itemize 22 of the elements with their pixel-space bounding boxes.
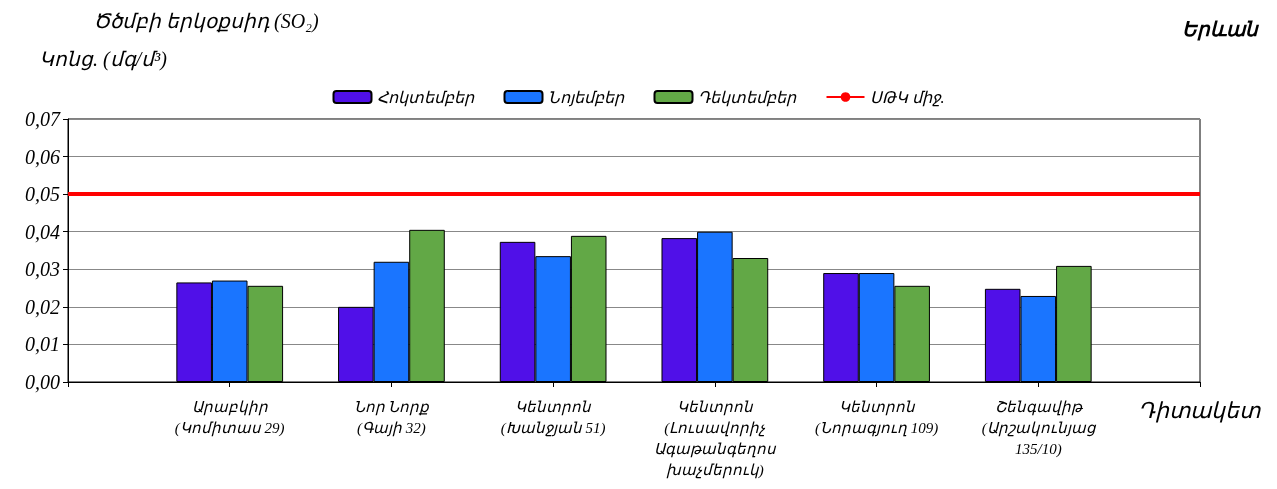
x-tick-label: Նոր Նորք (Գայի 32) xyxy=(353,398,430,437)
x-tick-label: Կենտրոն (Լուսավորիչ Ագաթանգեղոս խաչմերուկ) xyxy=(653,398,777,479)
y-tick-label: 0,06 xyxy=(25,145,60,168)
y-tick-label: 0,01 xyxy=(25,333,60,356)
x-tick-label: Շենգավիթ (Արշակունյաց 135/10) xyxy=(981,398,1097,458)
y-axis-title: Կոնց. (մգ/մ³) xyxy=(39,48,168,71)
chart-subtitle: Երևան xyxy=(1182,18,1260,41)
x-axis-title: Դիտակետ xyxy=(1138,397,1261,423)
x-tick-label: Արաբկիր (Կոմիտաս 29) xyxy=(174,398,285,437)
y-tick-label: 0,07 xyxy=(25,108,61,130)
legend-label: Հոկտեմբեր xyxy=(376,88,475,107)
y-tick-label: 0,00 xyxy=(25,371,60,393)
x-tick-label: Կենտրոն (Խանջյան 51) xyxy=(500,398,606,437)
legend-label: ՍԹԿ միջ. xyxy=(869,88,945,107)
chart-title: Ծծմբի երկօքսիդ (SO₂) xyxy=(93,10,320,33)
legend-label: Դեկտեմբեր xyxy=(697,88,797,107)
x-tick-label: Կենտրոն (Նորագյուղ 109) xyxy=(814,398,939,437)
legend-label: Նոյեմբեր xyxy=(547,88,625,107)
y-tick-label: 0,03 xyxy=(25,258,60,281)
y-tick-label: 0,05 xyxy=(25,183,60,206)
y-tick-label: 0,04 xyxy=(25,220,60,243)
y-tick-label: 0,02 xyxy=(25,295,60,318)
